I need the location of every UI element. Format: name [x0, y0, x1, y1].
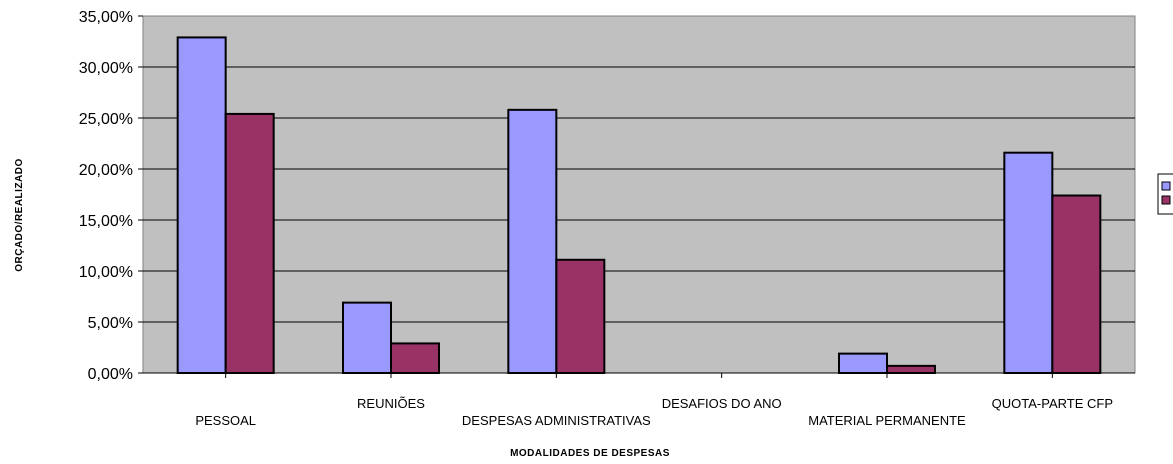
legend-swatch-series-1 — [1161, 181, 1171, 191]
bar-series-1 — [838, 352, 888, 374]
x-category-label: MATERIAL PERMANENTE — [808, 413, 966, 428]
y-tick-label: 30,00% — [79, 60, 133, 77]
y-tick-label: 20,00% — [79, 162, 133, 179]
legend — [1157, 173, 1173, 215]
legend-swatch-series-2 — [1161, 195, 1171, 205]
y-tick-label: 0,00% — [88, 366, 133, 383]
y-tick-label: 25,00% — [79, 111, 133, 128]
bar-series-2 — [886, 364, 936, 374]
bar-series-1 — [1003, 151, 1054, 374]
x-axis-title: MODALIDADES DE DESPESAS — [510, 448, 670, 459]
bar-series-2 — [224, 112, 275, 374]
x-category-label: PESSOAL — [195, 413, 256, 428]
y-tick-label: 35,00% — [79, 9, 133, 26]
bars — [176, 36, 1102, 378]
y-axis-title: ORÇADO/REALIZADO — [14, 158, 25, 272]
x-category-label: QUOTA-PARTE CFP — [992, 396, 1113, 411]
bar-series-2 — [390, 342, 440, 375]
legend-box — [1157, 173, 1173, 215]
plot-area — [142, 15, 1136, 374]
x-category-label: DESPESAS ADMINISTRATIVAS — [462, 413, 651, 428]
bar-series-2 — [555, 258, 606, 374]
bar-series-1 — [342, 301, 392, 374]
bar-series-1 — [507, 108, 558, 374]
y-tick-label: 15,00% — [79, 213, 133, 230]
x-category-label: DESAFIOS DO ANO — [662, 396, 782, 411]
y-tick-labels: 0,00% 5,00% 10,00% 15,00% 20,00% 25,00% 30,00%… — [79, 9, 133, 383]
y-tick-label: 10,00% — [79, 264, 133, 281]
bar-series-1 — [176, 36, 227, 374]
gridlines — [138, 15, 1135, 374]
x-category-label: REUNIÕES — [357, 396, 425, 411]
bar-series-2 — [1051, 194, 1102, 374]
y-tick-label: 5,00% — [88, 315, 133, 332]
x-category-labels: PESSOAL REUNIÕES DESPESAS ADMINISTRATIVAS D… — [195, 396, 1113, 428]
